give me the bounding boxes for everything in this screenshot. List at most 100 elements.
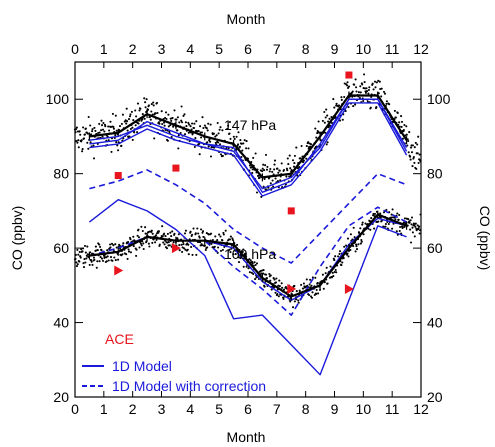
daily-observation-point	[407, 218, 410, 221]
y-tick-label-left: 40	[53, 315, 69, 331]
daily-observation-point	[297, 299, 300, 302]
daily-observation-point	[127, 118, 131, 121]
daily-observation-point	[115, 141, 118, 144]
daily-observation-point	[409, 219, 412, 222]
daily-observation-point	[271, 179, 274, 182]
daily-observation-point	[134, 124, 137, 127]
daily-observation-point	[242, 142, 245, 145]
daily-observation-point	[305, 157, 308, 160]
daily-observation-point	[178, 244, 181, 247]
daily-observation-point	[222, 233, 225, 236]
daily-observation-point	[359, 242, 362, 245]
daily-observation-point	[166, 232, 169, 235]
daily-observation-point	[295, 146, 298, 149]
daily-observation-point	[394, 218, 397, 221]
daily-observation-point	[77, 253, 80, 256]
daily-observation-point	[278, 285, 281, 288]
daily-observation-point	[178, 249, 181, 252]
daily-observation-point	[293, 300, 296, 303]
daily-observation-point	[274, 291, 277, 294]
ace-marker-layer	[114, 71, 354, 295]
daily-observation-point	[352, 245, 355, 248]
daily-observation-point	[286, 169, 289, 172]
daily-observation-point	[189, 125, 192, 128]
daily-observation-point	[419, 160, 422, 163]
daily-observation-point	[169, 231, 172, 234]
daily-observation-point	[149, 118, 152, 121]
daily-observation-point	[355, 245, 358, 248]
daily-observation-point	[255, 191, 259, 194]
daily-observation-point	[188, 123, 191, 126]
daily-observation-point	[340, 264, 343, 267]
daily-observation-point	[219, 126, 222, 129]
daily-observation-point	[409, 155, 412, 158]
daily-observation-point	[407, 139, 410, 143]
daily-observation-point	[86, 141, 89, 144]
daily-observation-point	[241, 250, 244, 253]
daily-observation-point	[195, 120, 198, 123]
daily-observation-point	[154, 112, 157, 115]
daily-observation-point	[397, 218, 400, 221]
daily-observation-point	[244, 252, 247, 255]
daily-observation-point	[107, 259, 110, 262]
series-layer	[88, 91, 408, 376]
daily-observation-point	[278, 279, 281, 282]
daily-observation-point	[185, 125, 188, 128]
daily-observation-point	[409, 241, 413, 244]
daily-observation-point	[368, 86, 371, 89]
daily-observation-point	[324, 116, 327, 119]
daily-observation-point	[163, 232, 166, 235]
x-tick-label-top: 11	[385, 41, 400, 57]
daily-observation-point	[285, 175, 288, 178]
x-tick-label-top: 0	[71, 41, 79, 57]
daily-observation-point	[238, 145, 241, 148]
daily-observation-point	[139, 242, 142, 245]
daily-observation-point	[151, 232, 154, 235]
annotation-147hpa: 147 hPa	[224, 117, 276, 133]
daily-observation-point	[200, 244, 204, 247]
daily-observation-point	[380, 87, 383, 90]
daily-observation-point	[342, 257, 345, 260]
daily-observation-point	[228, 248, 231, 251]
daily-observation-point	[412, 157, 415, 160]
daily-observation-point	[278, 169, 281, 172]
daily-observation-point	[266, 165, 269, 168]
daily-observation-point	[265, 168, 269, 171]
daily-observation-point	[287, 163, 290, 166]
daily-observation-point	[103, 130, 106, 133]
daily-observation-point	[216, 121, 219, 125]
daily-observation-point	[200, 228, 203, 231]
daily-observation-point	[125, 253, 128, 256]
daily-observation-point	[355, 86, 358, 89]
daily-observation-point	[203, 124, 206, 127]
daily-observation-point	[206, 141, 209, 144]
daily-observation-point	[183, 232, 187, 235]
daily-observation-point	[391, 216, 395, 219]
daily-observation-point	[292, 165, 296, 168]
daily-observation-point	[275, 277, 278, 280]
daily-observation-point	[96, 260, 99, 263]
daily-observation-point	[181, 250, 184, 253]
daily-observation-point	[214, 235, 217, 238]
daily-observation-point	[127, 248, 130, 251]
daily-observation-point	[291, 159, 295, 162]
daily-observation-point	[227, 147, 230, 150]
daily-observation-point	[236, 143, 240, 146]
daily-observation-point	[273, 159, 277, 162]
daily-observation-point	[100, 129, 103, 132]
daily-observation-point	[218, 233, 221, 236]
daily-observation-point	[141, 229, 144, 233]
daily-observation-point	[144, 106, 147, 109]
daily-observation-point	[201, 116, 204, 119]
daily-observation-point	[281, 286, 284, 289]
daily-observation-point	[418, 153, 421, 156]
daily-observation-point	[362, 233, 365, 236]
x-tick-label-top: 2	[129, 41, 137, 57]
daily-observation-point	[126, 129, 129, 132]
daily-observation-point	[365, 87, 368, 90]
daily-observation-point	[323, 110, 326, 114]
daily-observation-point	[314, 276, 317, 279]
daily-observation-point	[375, 81, 378, 84]
daily-observation-point	[77, 146, 80, 149]
